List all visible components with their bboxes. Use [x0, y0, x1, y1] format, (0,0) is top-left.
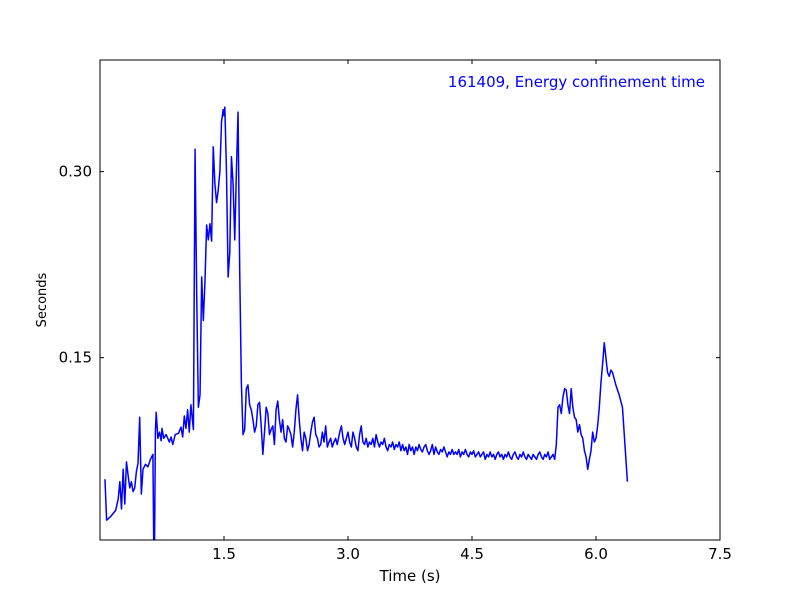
x-tick-label: 7.5 [708, 545, 732, 563]
x-tick-label: 6.0 [584, 545, 608, 563]
x-axis-label: Time (s) [379, 567, 441, 585]
y-tick-label: 0.30 [59, 163, 92, 181]
series-line-1 [104, 106, 629, 540]
y-axis-label: Seconds [35, 272, 50, 327]
series-layer [104, 106, 629, 540]
x-tick-label: 4.5 [460, 545, 484, 563]
x-tick-label: 3.0 [336, 545, 360, 563]
y-tick-label: 0.15 [59, 349, 92, 367]
ticks-layer: 1.5 3.0 4.5 6.0 7.5 0.15 0.30 [59, 60, 732, 563]
x-tick-label: 1.5 [212, 545, 236, 563]
chart-annotation: 161409, Energy confinement time [448, 73, 705, 91]
plot-frame [99, 59, 721, 541]
